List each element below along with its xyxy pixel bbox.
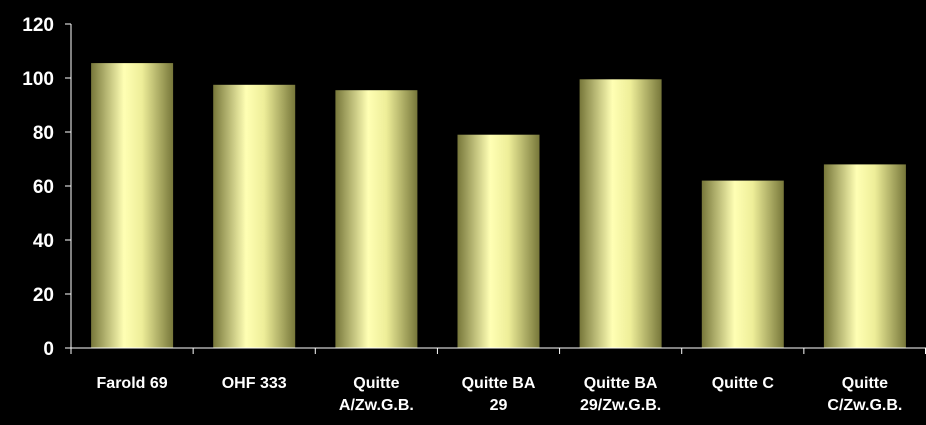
bar-4 xyxy=(457,134,540,348)
bar-3 xyxy=(335,90,418,348)
bar-2 xyxy=(213,84,296,349)
category-label-2: OHF 333 xyxy=(222,375,287,392)
category-label-5: Quitte BA 29/Zw.G.B. xyxy=(580,375,661,414)
bar-6 xyxy=(701,180,784,348)
y-tick-label-3: 60 xyxy=(33,177,54,198)
y-tick-label-0: 0 xyxy=(43,339,54,360)
y-tick-label-1: 20 xyxy=(33,285,54,306)
y-tick-label-6: 120 xyxy=(22,15,54,36)
category-label-7: Quitte C/Zw.G.B. xyxy=(827,375,902,414)
y-tick-labels: 0 20 40 60 80 100 120 xyxy=(22,15,54,360)
axes-group xyxy=(65,23,926,354)
bar-5 xyxy=(579,79,662,349)
y-tick-label-4: 80 xyxy=(33,123,54,144)
category-label-4: Quitte BA 29 xyxy=(462,375,536,414)
bar-1 xyxy=(91,63,174,348)
category-label-3: Quitte A/Zw.G.B. xyxy=(339,375,414,414)
category-label-6: Quitte C xyxy=(712,375,775,392)
bars-group xyxy=(91,63,906,349)
y-tick-label-2: 40 xyxy=(33,231,54,252)
bar-7 xyxy=(823,164,906,348)
category-label-1: Farold 69 xyxy=(97,375,168,392)
x-category-labels: Farold 69 OHF 333 Quitte A/Zw.G.B. Quitte BA… xyxy=(97,375,903,414)
y-tick-label-5: 100 xyxy=(22,69,54,90)
